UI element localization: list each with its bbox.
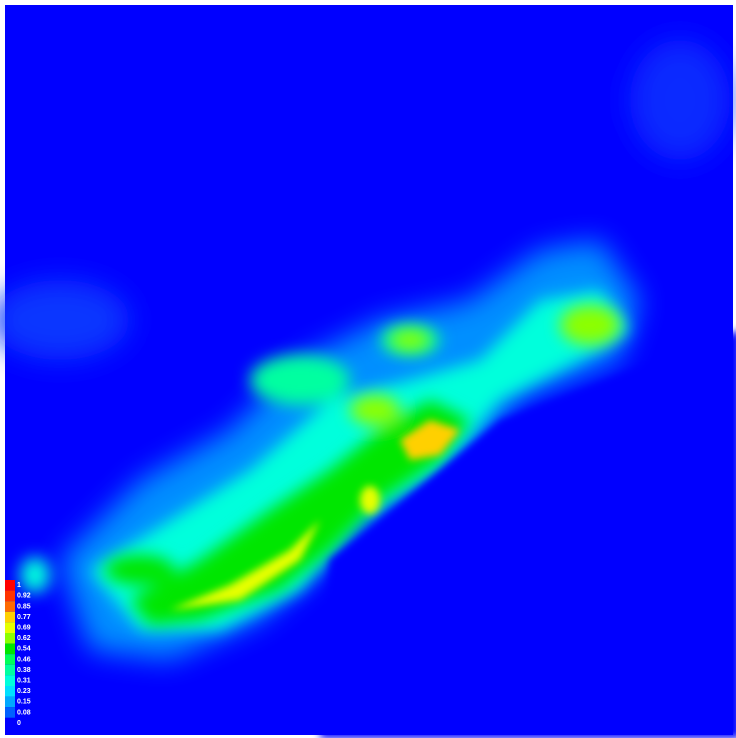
legend-label: 0.54 (17, 646, 31, 653)
legend-swatch (5, 665, 15, 676)
legend-swatch (5, 686, 15, 697)
legend-label: 1 (17, 582, 21, 589)
legend-swatch (5, 601, 15, 612)
legend-swatch (5, 675, 15, 686)
legend-swatch (5, 612, 15, 623)
legend-label: 0.92 (17, 593, 31, 600)
legend-label: 0.23 (17, 688, 31, 695)
legend-swatch (5, 622, 15, 633)
legend-label: 0.08 (17, 709, 31, 716)
legend-label: 0.85 (17, 603, 31, 610)
legend-swatch (5, 591, 15, 602)
legend-label: 0.62 (17, 635, 31, 642)
legend-label: 0.31 (17, 678, 31, 685)
heat-map: 1 0.92 0.85 0.77 0.69 0.62 0.54 0.46 0.38 0.31 0.2… (0, 0, 736, 738)
legend-swatch (5, 718, 15, 729)
legend-label: 0.69 (17, 625, 31, 632)
legend-label: 0.46 (17, 656, 31, 663)
legend-label: 0 (17, 720, 21, 727)
legend-label: 0.38 (17, 667, 31, 674)
legend-swatch (5, 707, 15, 718)
legend-label: 0.15 (17, 699, 31, 706)
legend-swatch (5, 697, 15, 708)
legend-swatch (5, 633, 15, 644)
legend-swatch (5, 654, 15, 665)
map-view: 1 0.92 0.85 0.77 0.69 0.62 0.54 0.46 0.38 0.31 0.2… (0, 0, 736, 738)
legend-swatch (5, 644, 15, 655)
legend-label: 0.77 (17, 614, 31, 621)
legend-swatch (5, 580, 15, 591)
